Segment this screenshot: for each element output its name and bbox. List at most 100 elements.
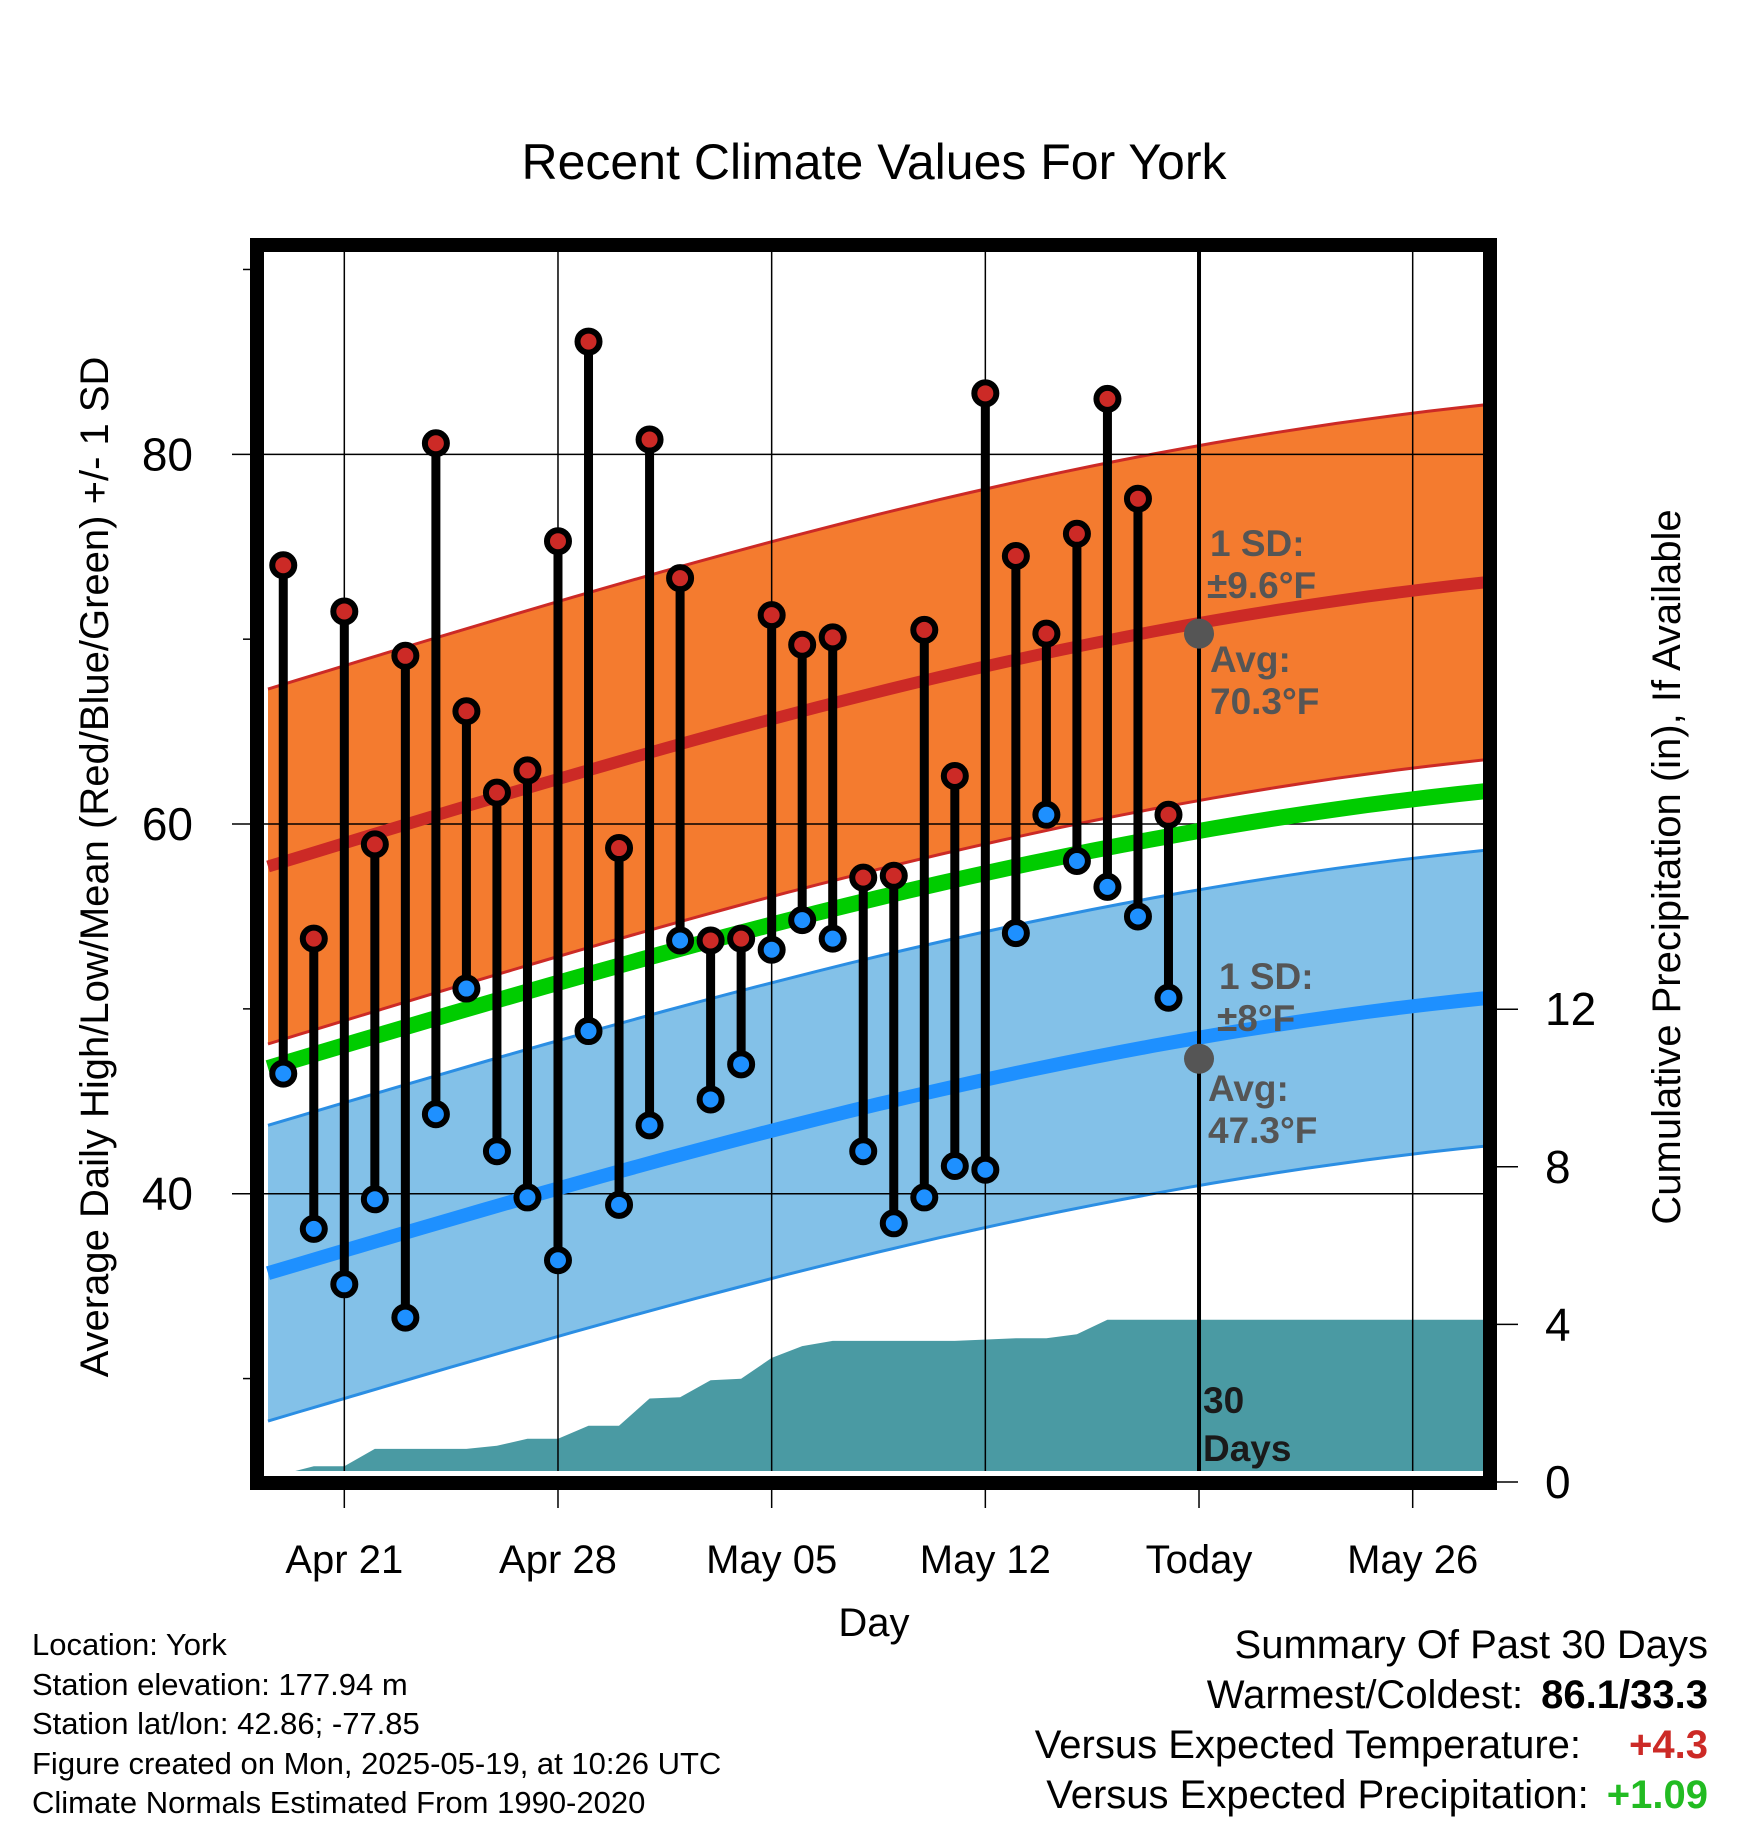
daily-high-point	[360, 830, 389, 859]
daily-low-point	[1154, 983, 1183, 1012]
daily-low-point	[605, 1190, 634, 1219]
daily-low-point	[391, 1303, 420, 1332]
x-tick-label: Apr 21	[285, 1538, 403, 1582]
daily-high-point	[849, 863, 878, 892]
precip-area	[295, 1319, 1484, 1471]
daily-low-point	[635, 1111, 664, 1140]
y2-tick-label: 12	[1545, 983, 1596, 1035]
location-text: Location: York	[32, 1627, 227, 1662]
daily-low-point	[543, 1246, 572, 1275]
warmest-coldest-value: 86.1/33.3	[1541, 1673, 1708, 1717]
daily-high-point	[1032, 619, 1061, 648]
high-avg-label: Avg:	[1210, 639, 1291, 680]
daily-high-point	[482, 778, 511, 807]
daily-low-point	[513, 1183, 542, 1212]
daily-low-point	[757, 935, 786, 964]
daily-high-point	[666, 564, 695, 593]
daily-low-point	[1001, 919, 1030, 948]
high-avg-marker	[1184, 618, 1215, 649]
daily-low-point	[1062, 846, 1091, 875]
station-info: Location: York Station elevation: 177.94…	[32, 1625, 721, 1823]
daily-low-point	[666, 926, 695, 955]
daily-high-point	[299, 924, 328, 953]
low-band-lower-edge	[267, 1144, 1484, 1423]
daily-low-point	[574, 1017, 603, 1046]
high-avg-value: 70.3°F	[1210, 681, 1319, 722]
daily-high-point	[605, 834, 634, 863]
daily-high-point	[910, 615, 939, 644]
daily-low-point	[818, 924, 847, 953]
y2-tick-label: 4	[1545, 1298, 1571, 1350]
daily-low-point	[269, 1059, 298, 1088]
y2-axis-label: Cumulative Precipitation (in), If Availa…	[1645, 509, 1689, 1224]
daily-high-point	[452, 697, 481, 726]
plot-frame	[250, 238, 1497, 1490]
window-unit-label: Days	[1203, 1428, 1291, 1469]
x-tick-label: May 26	[1347, 1538, 1478, 1582]
elevation-text: Station elevation: 177.94 m	[32, 1666, 408, 1702]
daily-low-point	[940, 1151, 969, 1180]
daily-high-point	[727, 924, 756, 953]
summary-panel: Summary Of Past 30 Days Warmest/Coldest:…	[1035, 1620, 1708, 1820]
daily-high-point	[1123, 484, 1152, 513]
daily-high-point	[696, 926, 725, 955]
window-num-label: 30	[1203, 1380, 1244, 1421]
y-tick-label: 80	[142, 428, 193, 480]
daily-high-point	[879, 861, 908, 890]
daily-high-point	[269, 551, 298, 580]
low-band-upper-edge	[267, 848, 1484, 1127]
daily-high-point	[513, 756, 542, 785]
summary-title: Summary Of Past 30 Days	[1234, 1623, 1708, 1667]
chart-title: Recent Climate Values For York	[522, 134, 1228, 190]
high-sd-label: 1 SD:	[1210, 523, 1305, 564]
daily-low-point	[452, 974, 481, 1003]
low-avg-marker	[1184, 1043, 1215, 1074]
daily-low-point	[330, 1270, 359, 1299]
high-sd-value: ±9.6°F	[1207, 565, 1316, 606]
x-tick-label: May 05	[706, 1538, 837, 1582]
x-tick-label: Today	[1146, 1538, 1253, 1582]
daily-high-point	[421, 429, 450, 458]
daily-high-point	[543, 527, 572, 556]
daily-high-point	[391, 641, 420, 670]
daily-low-point	[696, 1085, 725, 1114]
daily-low-point	[421, 1100, 450, 1129]
y-axis-label: Average Daily High/Low/Mean (Red/Blue/Gr…	[73, 357, 117, 1378]
daily-low-point	[1123, 902, 1152, 931]
daily-high-point	[330, 597, 359, 626]
daily-high-point	[635, 425, 664, 454]
daily-high-point	[940, 761, 969, 790]
daily-high-point	[818, 623, 847, 652]
daily-high-point	[788, 630, 817, 659]
daily-high-point	[1062, 519, 1091, 548]
daily-low-point	[482, 1137, 511, 1166]
x-tick-label: May 12	[920, 1538, 1051, 1582]
daily-low-point	[910, 1183, 939, 1212]
latlon-text: Station lat/lon: 42.86; -77.85	[32, 1706, 420, 1741]
high-band-upper-edge	[267, 403, 1484, 691]
y-tick-label: 40	[142, 1168, 193, 1220]
daily-low-point	[727, 1050, 756, 1079]
precip-anomaly-label: Versus Expected Precipitation:	[1046, 1773, 1589, 1817]
daily-low-point	[1093, 872, 1122, 901]
created-text: Figure created on Mon, 2025-05-19, at 10…	[32, 1745, 722, 1781]
precip-anomaly-value: +1.09	[1606, 1773, 1708, 1817]
daily-low-point	[879, 1209, 908, 1238]
daily-high-point	[757, 601, 786, 630]
low-avg-label: Avg:	[1208, 1068, 1289, 1109]
normals-text: Climate Normals Estimated From 1990-2020	[32, 1785, 646, 1820]
warmest-coldest-row: Warmest/Coldest: 86.1/33.3	[1035, 1670, 1708, 1720]
y-tick-label: 60	[142, 798, 193, 850]
precip-anomaly-row: Versus Expected Precipitation: +1.09	[1035, 1770, 1708, 1820]
daily-high-point	[574, 327, 603, 356]
normal-mean-line	[265, 783, 1484, 1076]
warmest-coldest-label: Warmest/Coldest:	[1206, 1673, 1524, 1717]
low-avg-value: 47.3°F	[1208, 1110, 1317, 1151]
daily-low-point	[788, 906, 817, 935]
daily-low-point	[849, 1137, 878, 1166]
daily-low-point	[1032, 800, 1061, 829]
daily-high-point	[971, 379, 1000, 408]
daily-low-point	[971, 1155, 1000, 1184]
normal-high-line	[266, 576, 1484, 873]
